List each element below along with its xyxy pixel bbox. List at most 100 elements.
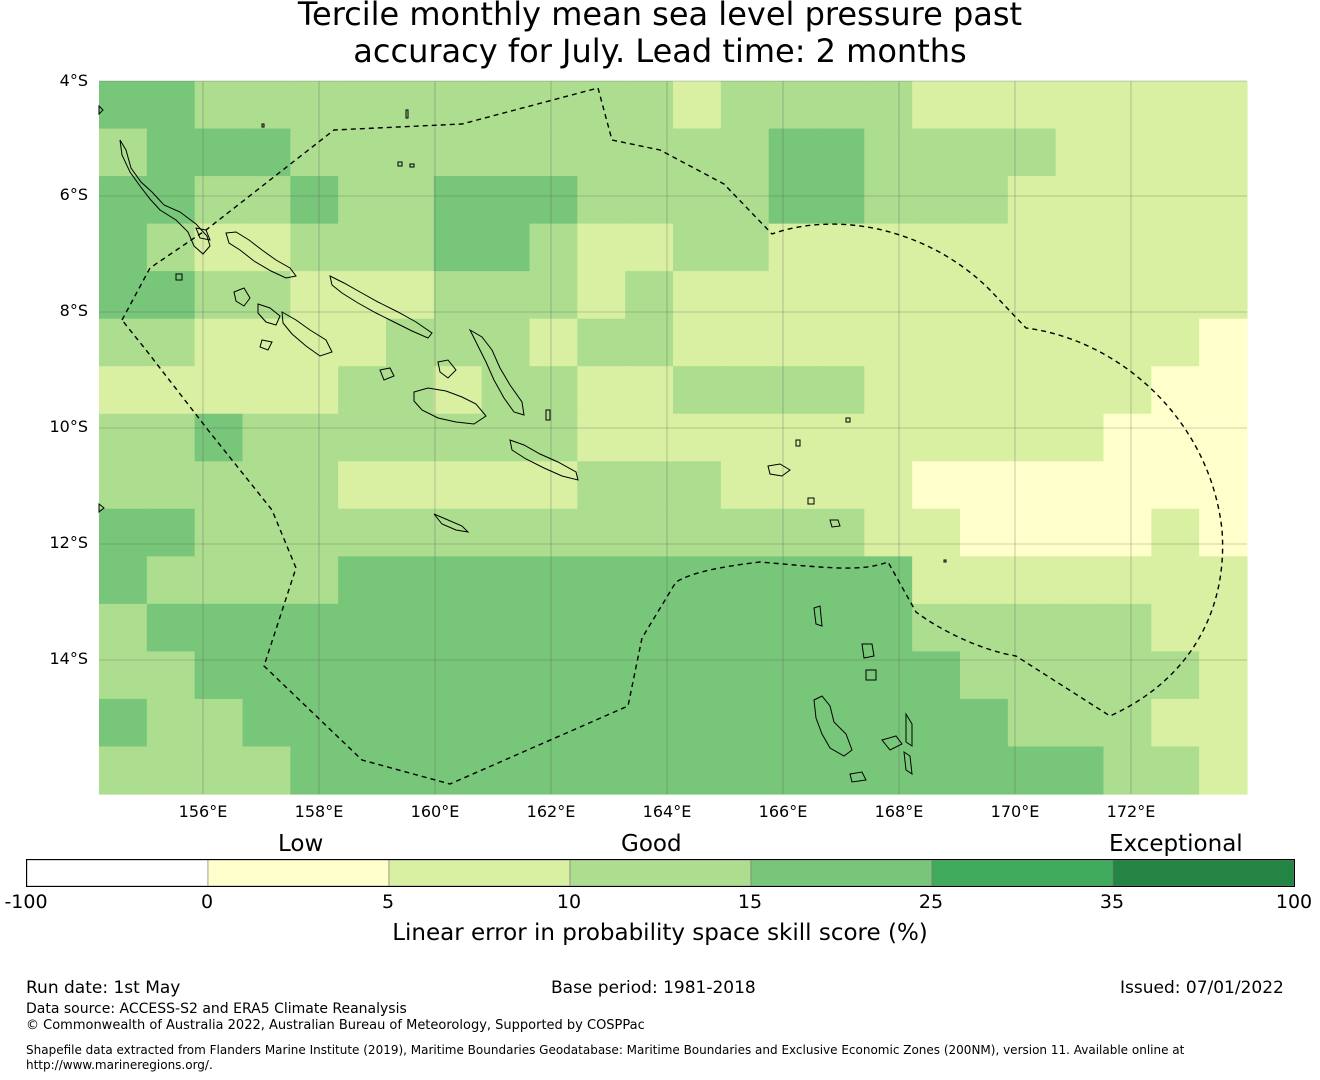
skill-cell bbox=[146, 366, 196, 415]
skill-cell bbox=[481, 651, 531, 700]
skill-cell bbox=[290, 651, 339, 700]
lon-label-168e: 168°E bbox=[874, 802, 924, 821]
lon-label-162e: 162°E bbox=[526, 802, 576, 821]
colorbar-segment bbox=[569, 859, 752, 887]
skill-cell bbox=[386, 651, 435, 700]
skill-cell bbox=[529, 461, 578, 510]
skill-cell bbox=[577, 366, 626, 415]
skill-cell bbox=[146, 746, 196, 795]
skill-cell bbox=[720, 223, 770, 272]
skill-cell bbox=[338, 698, 387, 748]
skill-cell bbox=[720, 698, 770, 748]
colorbar-tick-minus100: -100 bbox=[4, 891, 48, 913]
skill-cell bbox=[242, 128, 291, 177]
skill-cell bbox=[1199, 746, 1248, 795]
skill-cell bbox=[386, 746, 435, 795]
skill-cell bbox=[1007, 128, 1057, 177]
skill-cell bbox=[1199, 271, 1248, 320]
skill-cell bbox=[99, 176, 148, 225]
skill-cell bbox=[529, 81, 578, 130]
skill-grid-cells bbox=[99, 81, 1248, 795]
coastline-rennell bbox=[433, 513, 470, 533]
skill-cell bbox=[1151, 698, 1200, 748]
colorbar-tick-0: 0 bbox=[200, 891, 214, 913]
map-title: Tercile monthly mean sea level pressure … bbox=[0, 0, 1320, 70]
skill-cell bbox=[529, 556, 578, 605]
skill-cell bbox=[338, 176, 387, 225]
skill-cell bbox=[577, 223, 626, 272]
skill-cell bbox=[433, 746, 483, 795]
skill-cell bbox=[864, 176, 913, 225]
skill-cell bbox=[481, 698, 531, 748]
skill-cell bbox=[1151, 176, 1200, 225]
skill-cell bbox=[816, 556, 865, 605]
skill-cell bbox=[242, 461, 291, 510]
skill-cell bbox=[529, 318, 578, 367]
skill-cell bbox=[768, 271, 818, 320]
skill-cell bbox=[816, 223, 865, 272]
lon-label-172e: 172°E bbox=[1106, 802, 1156, 821]
skill-cell bbox=[1151, 128, 1200, 177]
skill-cell bbox=[1151, 603, 1200, 652]
coastline-malakula bbox=[881, 735, 903, 751]
coastline-islet-7 bbox=[397, 161, 403, 167]
skill-cell bbox=[1007, 746, 1057, 795]
skill-cell bbox=[99, 81, 148, 130]
skill-cell bbox=[290, 128, 339, 177]
colorbar-frame bbox=[26, 859, 1295, 887]
skill-cell bbox=[338, 746, 387, 795]
lat-label-10s: 10°S bbox=[49, 417, 88, 436]
skill-cell bbox=[1007, 461, 1057, 510]
skill-cell bbox=[1055, 651, 1105, 700]
skill-cell bbox=[1007, 413, 1057, 462]
skill-cell bbox=[1103, 556, 1152, 605]
skill-cell bbox=[577, 651, 626, 700]
skill-cell bbox=[1199, 508, 1248, 557]
skill-cell bbox=[673, 223, 722, 272]
skill-cell bbox=[960, 318, 1009, 367]
skill-cell bbox=[386, 461, 435, 510]
skill-cell bbox=[146, 651, 196, 700]
coastline-islet-10 bbox=[943, 559, 947, 563]
skill-cell bbox=[673, 556, 722, 605]
skill-cell bbox=[577, 318, 626, 367]
colorbar-tick-5: 5 bbox=[381, 891, 395, 913]
skill-cell bbox=[242, 603, 291, 652]
skill-cell bbox=[673, 318, 722, 367]
skill-cell bbox=[720, 366, 770, 415]
skill-cell bbox=[625, 698, 674, 748]
skill-cell bbox=[433, 461, 483, 510]
coastline-new-georgia bbox=[257, 303, 281, 326]
skill-cell bbox=[625, 271, 674, 320]
skill-cell bbox=[768, 461, 818, 510]
skill-cell bbox=[864, 413, 913, 462]
skill-cell bbox=[433, 508, 483, 557]
skill-cell bbox=[1103, 271, 1152, 320]
coastline-choiseul bbox=[225, 231, 297, 279]
skill-cell bbox=[433, 223, 483, 272]
skill-cell bbox=[816, 176, 865, 225]
skill-cell bbox=[912, 318, 961, 367]
skill-cell bbox=[625, 176, 674, 225]
skill-cell bbox=[577, 556, 626, 605]
lat-label-14s: 14°S bbox=[49, 649, 88, 668]
skill-cell bbox=[146, 271, 196, 320]
skill-cell bbox=[99, 223, 148, 272]
skill-cell bbox=[1007, 556, 1057, 605]
skill-cell bbox=[673, 176, 722, 225]
lon-label-166e: 166°E bbox=[758, 802, 808, 821]
skill-cell bbox=[338, 556, 387, 605]
skill-cell bbox=[960, 651, 1009, 700]
skill-cell bbox=[1007, 223, 1057, 272]
skill-cell bbox=[960, 176, 1009, 225]
skill-cell bbox=[816, 271, 865, 320]
skill-cell bbox=[577, 698, 626, 748]
skill-cell bbox=[960, 698, 1009, 748]
skill-cell bbox=[338, 461, 387, 510]
skill-cell bbox=[146, 176, 196, 225]
title-line-1: Tercile monthly mean sea level pressure … bbox=[297, 0, 1023, 33]
lon-label-160e: 160°E bbox=[410, 802, 460, 821]
skill-cell bbox=[1151, 651, 1200, 700]
skill-cell bbox=[577, 746, 626, 795]
skill-cell bbox=[720, 461, 770, 510]
